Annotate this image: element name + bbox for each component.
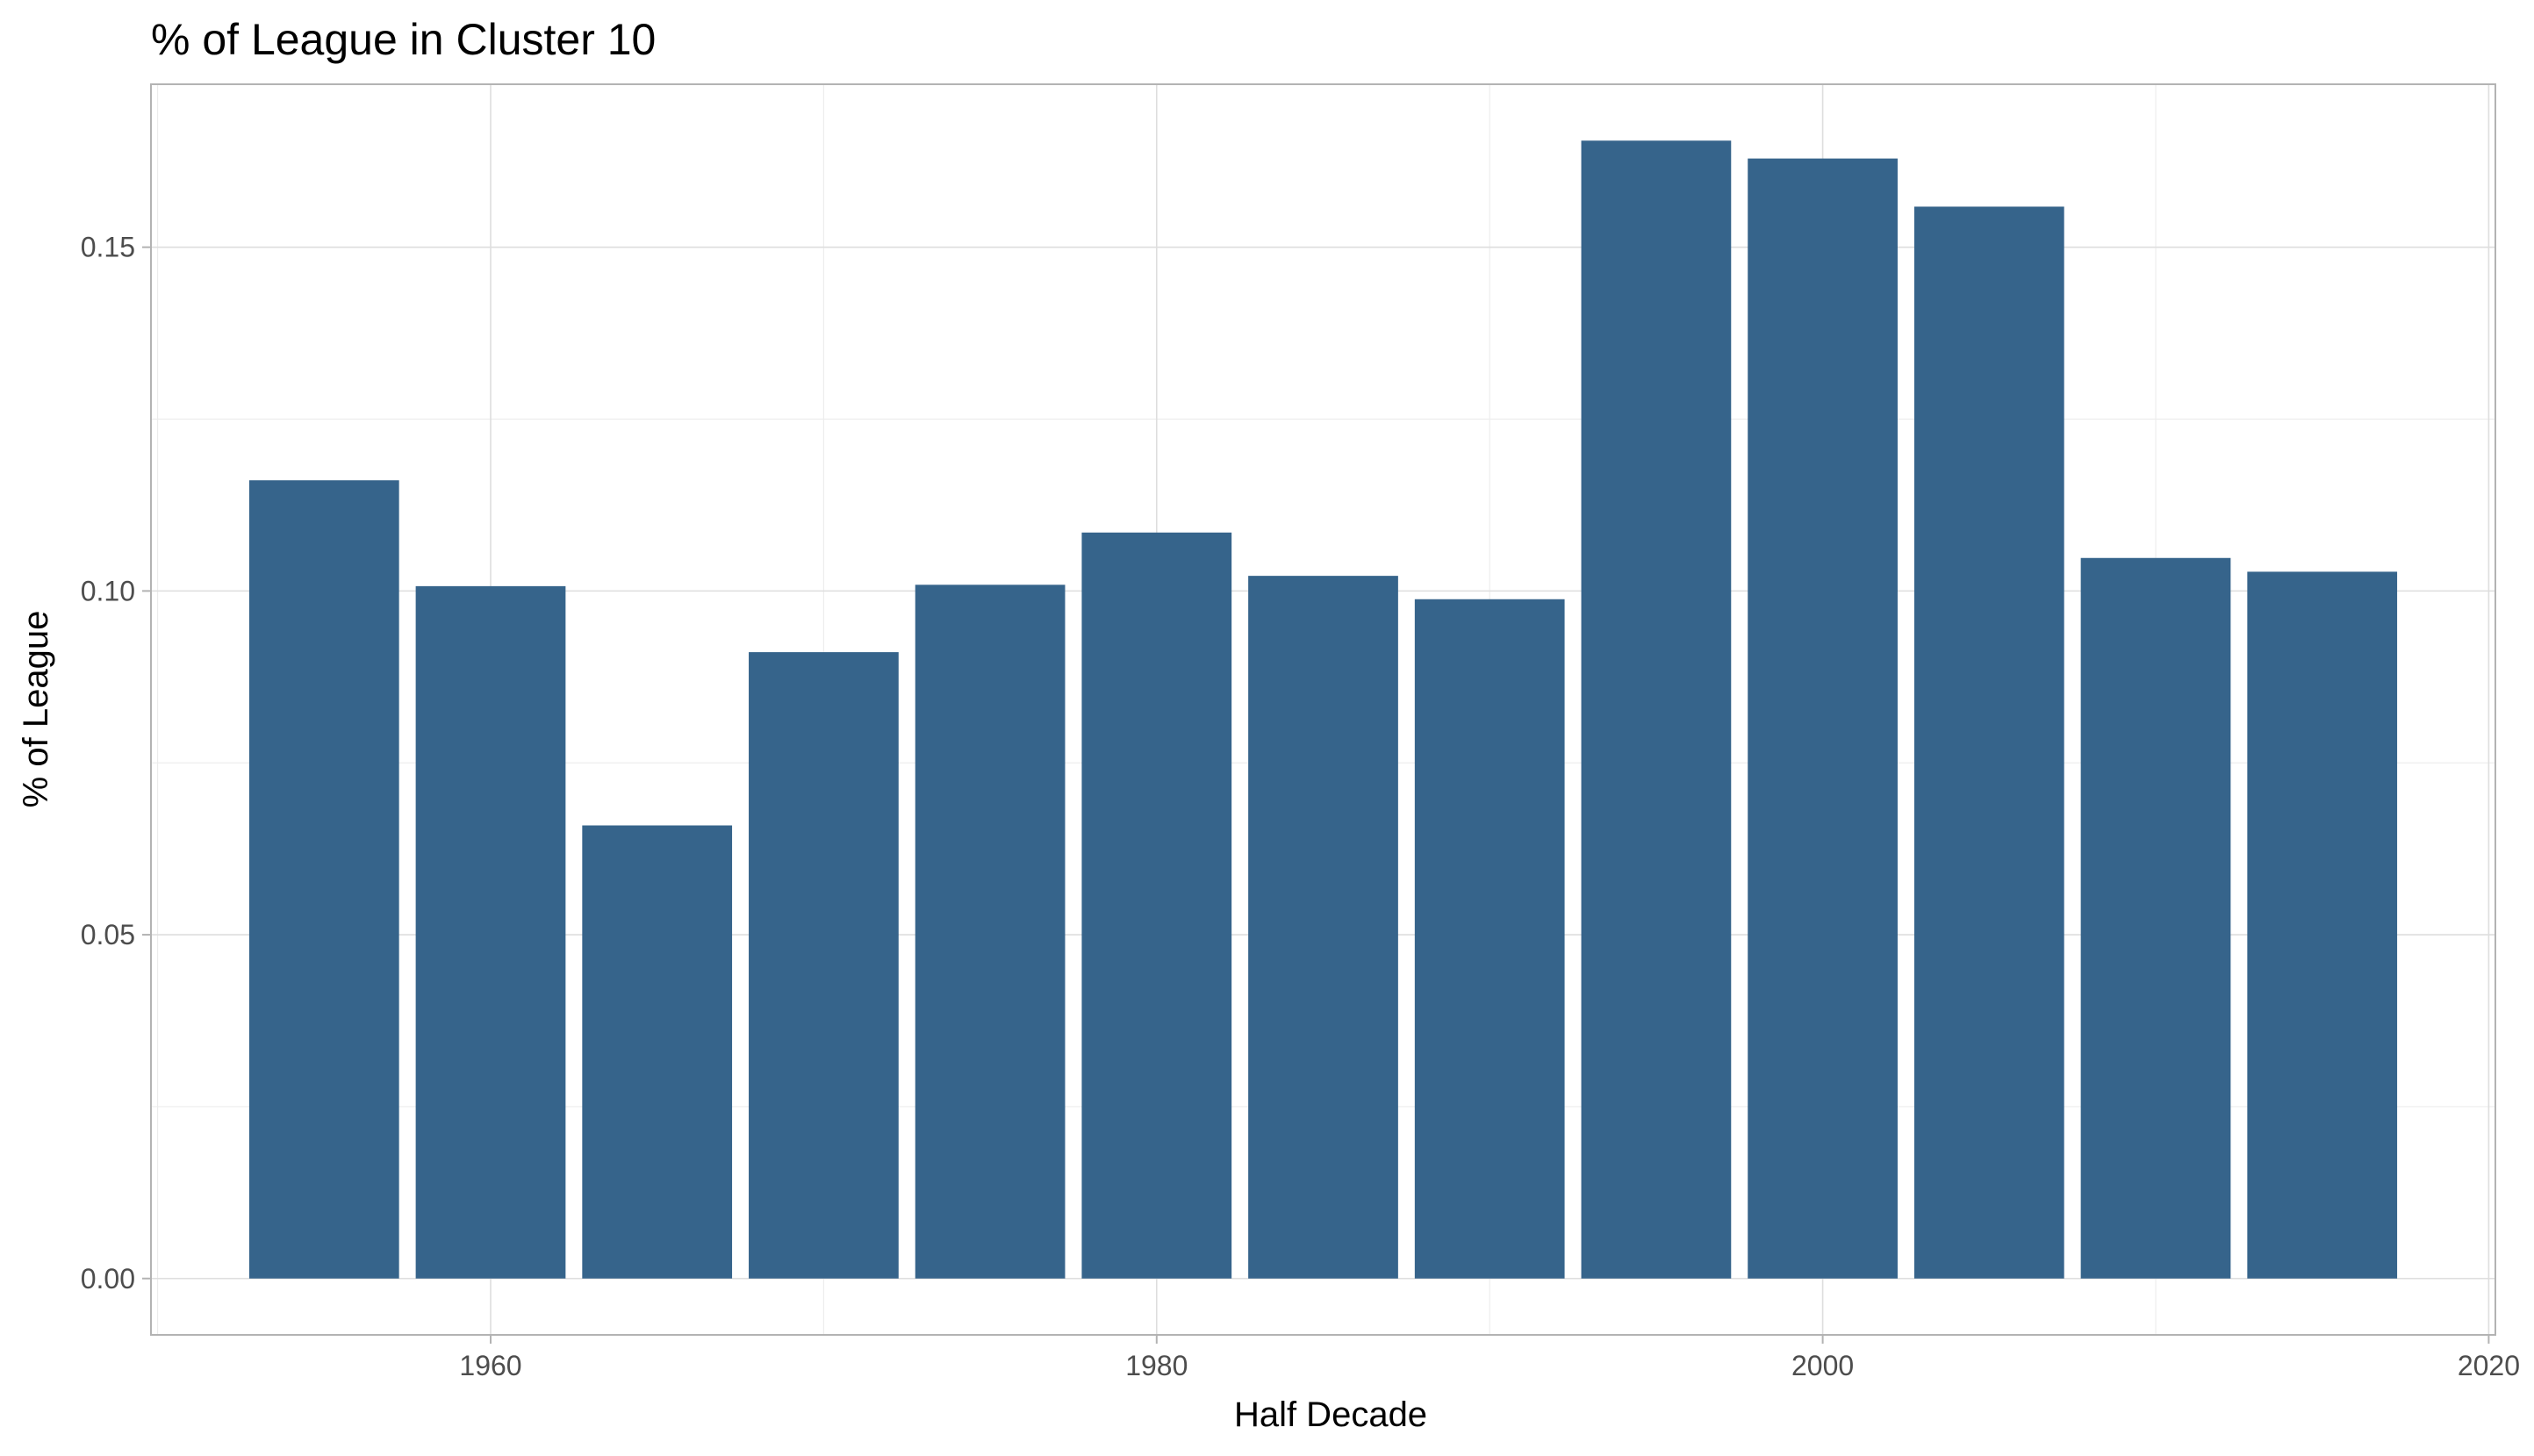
x-tick-label: 1960	[459, 1350, 521, 1381]
chart-title: % of League in Cluster 10	[151, 15, 656, 64]
plot-panel-border	[150, 83, 2496, 1336]
y-tick-label: 0.15	[81, 232, 135, 263]
y-tick-label: 0.10	[81, 575, 135, 606]
bar-1970	[749, 652, 899, 1279]
bar-1985	[1248, 576, 1398, 1279]
x-tick-label: 1980	[1125, 1350, 1188, 1381]
y-tick-label: 0.05	[81, 919, 135, 950]
bar-2010	[2080, 557, 2231, 1279]
bars	[248, 140, 2398, 1279]
bar-1990	[1414, 599, 1565, 1279]
x-tick-label: 2000	[1791, 1350, 1854, 1381]
y-tick-label: 0.00	[81, 1263, 135, 1295]
bar-2000	[1748, 158, 1898, 1279]
x-axis-ticks: 1960 1980 2000 2020	[459, 1335, 2520, 1381]
y-axis-ticks: 0.00 0.05 0.10 0.15	[81, 232, 151, 1295]
bar-2015	[2247, 571, 2398, 1279]
bar-1960	[415, 585, 566, 1279]
bar-1995	[1581, 140, 1732, 1279]
y-axis-title: % of League	[17, 611, 55, 808]
x-tick-label: 2020	[2458, 1350, 2520, 1381]
bar-2005	[1913, 206, 2064, 1279]
bar-1965	[582, 825, 733, 1279]
bar-1975	[915, 585, 1066, 1279]
x-axis-title: Half Decade	[1234, 1395, 1427, 1434]
bar-1980	[1081, 532, 1232, 1279]
bar-1955	[248, 480, 399, 1279]
